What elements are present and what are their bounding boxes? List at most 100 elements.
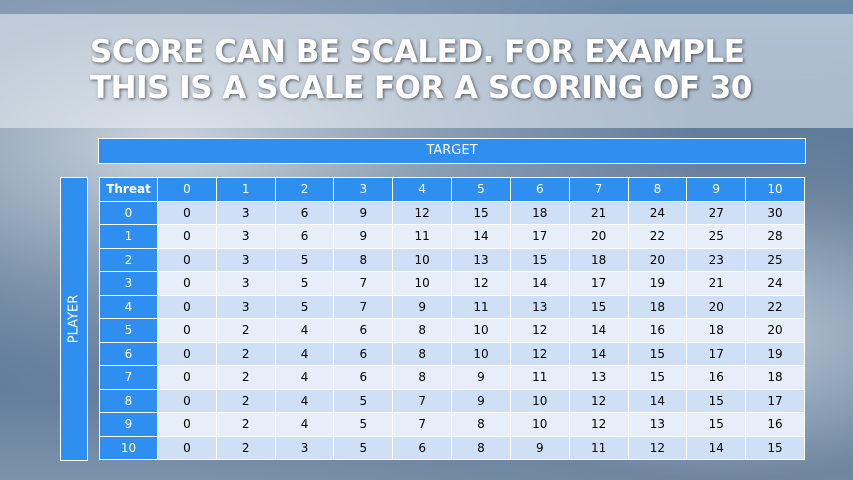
cell: 9 <box>451 388 511 413</box>
cell: 8 <box>451 412 511 437</box>
cell: 17 <box>509 224 570 249</box>
cell: 21 <box>686 271 747 296</box>
cell: 10 <box>509 412 570 437</box>
cell: 10 <box>392 271 453 296</box>
table-row: 6 0 2 4 6 8 10 12 14 15 17 19 <box>99 341 805 366</box>
cell: 13 <box>451 247 511 272</box>
cell: 17 <box>745 388 805 413</box>
cell: 4 <box>274 388 335 413</box>
row-header: 5 <box>99 318 158 343</box>
cell: 17 <box>568 271 629 296</box>
cell: 14 <box>509 271 570 296</box>
cell: 0 <box>157 341 217 366</box>
column-header: 7 <box>568 177 629 202</box>
cell: 0 <box>157 365 217 390</box>
cell: 8 <box>392 365 453 390</box>
cell: 21 <box>568 200 629 225</box>
cell: 11 <box>451 294 511 319</box>
cell: 11 <box>392 224 453 249</box>
cell: 3 <box>215 224 276 249</box>
cell: 4 <box>274 365 335 390</box>
cell: 4 <box>274 341 335 366</box>
cell: 6 <box>392 435 453 460</box>
cell: 10 <box>451 318 511 343</box>
table-row: 7 0 2 4 6 8 9 11 13 15 16 18 <box>99 365 805 390</box>
cell: 15 <box>568 294 629 319</box>
table-row: 0 0 3 6 9 12 15 18 21 24 27 30 <box>99 200 805 225</box>
cell: 8 <box>392 341 453 366</box>
cell: 12 <box>509 318 570 343</box>
cell: 20 <box>745 318 805 343</box>
cell: 2 <box>215 435 276 460</box>
cell: 14 <box>568 318 629 343</box>
table-row: 4 0 3 5 7 9 11 13 15 18 20 22 <box>99 294 805 319</box>
cell: 15 <box>627 365 688 390</box>
cell: 18 <box>686 318 747 343</box>
cell: 12 <box>509 341 570 366</box>
cell: 5 <box>333 412 394 437</box>
cell: 7 <box>392 412 453 437</box>
cell: 24 <box>627 200 688 225</box>
cell: 0 <box>157 412 217 437</box>
table-row: 2 0 3 5 8 10 13 15 18 20 23 25 <box>99 247 805 272</box>
cell: 30 <box>745 200 805 225</box>
cell: 7 <box>392 388 453 413</box>
table-row: 9 0 2 4 5 7 8 10 12 13 15 16 <box>99 412 805 437</box>
cell: 18 <box>568 247 629 272</box>
cell: 12 <box>568 388 629 413</box>
cell: 25 <box>745 247 805 272</box>
cell: 20 <box>568 224 629 249</box>
cell: 9 <box>333 224 394 249</box>
cell: 9 <box>509 435 570 460</box>
cell: 13 <box>627 412 688 437</box>
cell: 12 <box>392 200 453 225</box>
column-header: 4 <box>392 177 453 202</box>
column-header: 10 <box>745 177 805 202</box>
cell: 6 <box>274 224 335 249</box>
column-header: 9 <box>686 177 747 202</box>
cell: 16 <box>686 365 747 390</box>
cell: 0 <box>157 435 217 460</box>
cell: 20 <box>686 294 747 319</box>
cell: 22 <box>745 294 805 319</box>
cell: 23 <box>686 247 747 272</box>
cell: 5 <box>333 388 394 413</box>
cell: 16 <box>627 318 688 343</box>
cell: 6 <box>333 341 394 366</box>
title-line: THIS IS A SCALE FOR A SCORING OF 30 <box>90 70 752 106</box>
cell: 11 <box>568 435 629 460</box>
cell: 2 <box>215 388 276 413</box>
cell: 13 <box>509 294 570 319</box>
cell: 3 <box>215 271 276 296</box>
table-row: 5 0 2 4 6 8 10 12 14 16 18 20 <box>99 318 805 343</box>
cell: 15 <box>451 200 511 225</box>
cell: 5 <box>333 435 394 460</box>
cell: 2 <box>215 412 276 437</box>
cell: 5 <box>274 294 335 319</box>
row-header: 1 <box>99 224 158 249</box>
cell: 3 <box>274 435 335 460</box>
cell: 5 <box>274 271 335 296</box>
cell: 10 <box>509 388 570 413</box>
corner-header: Threat <box>99 177 158 202</box>
column-header: 8 <box>627 177 688 202</box>
row-header: 6 <box>99 341 158 366</box>
title-band <box>0 14 853 128</box>
cell: 3 <box>215 200 276 225</box>
cell: 22 <box>627 224 688 249</box>
cell: 19 <box>627 271 688 296</box>
cell: 2 <box>215 365 276 390</box>
cell: 9 <box>392 294 453 319</box>
cell: 2 <box>215 318 276 343</box>
column-header: 6 <box>509 177 570 202</box>
cell: 6 <box>333 365 394 390</box>
column-header: 5 <box>451 177 511 202</box>
cell: 7 <box>333 271 394 296</box>
column-header: 1 <box>215 177 276 202</box>
cell: 14 <box>686 435 747 460</box>
cell: 4 <box>274 412 335 437</box>
cell: 10 <box>392 247 453 272</box>
cell: 8 <box>392 318 453 343</box>
cell: 5 <box>274 247 335 272</box>
